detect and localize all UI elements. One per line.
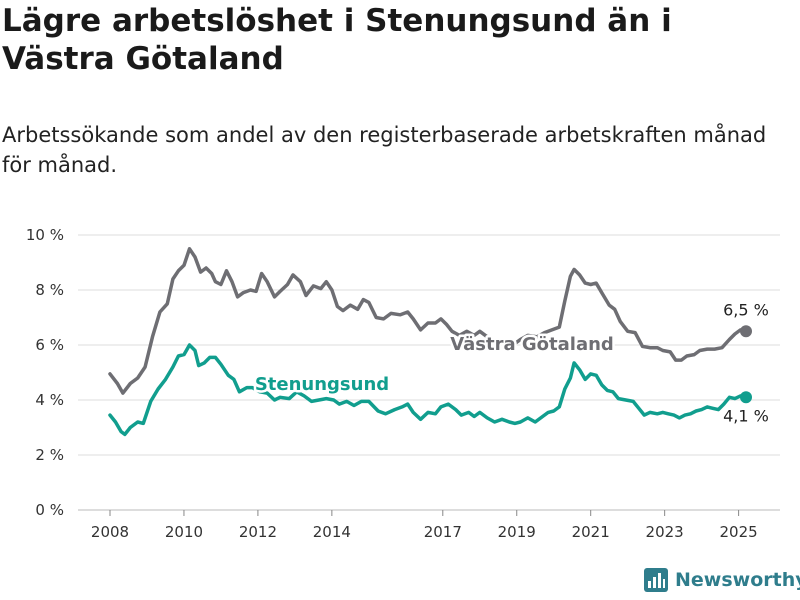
x-tick-label: 2008 — [91, 523, 129, 540]
x-tick-label: 2019 — [498, 523, 536, 540]
series-name-label: Västra Götaland — [450, 334, 614, 355]
series-labels: 6,5 % 4,1 % Västra Götaland Stenungsund — [252, 300, 769, 425]
chart-subtitle: Arbetssökande som andel av den registerb… — [2, 123, 767, 177]
series-end-label: 6,5 % — [723, 300, 769, 319]
bar-chart-icon — [644, 568, 668, 592]
brand-name: Newsworthy — [675, 569, 800, 591]
grid — [78, 234, 780, 511]
series-line-v-stra-g-taland — [108, 247, 748, 395]
series-end-label: 4,1 % — [723, 406, 769, 425]
newsworthy-logo: Newsworthy — [644, 568, 800, 592]
x-tick-label: 2023 — [646, 523, 684, 540]
line-chart: 0 % 2 % 4 % 6 % 8 % 10 % 2008 2010 2012 2014 2017… — [26, 226, 780, 540]
y-tick-label: 4 % — [35, 391, 64, 409]
series-line-stenungsund — [108, 343, 748, 437]
x-tick-label: 2021 — [572, 523, 610, 540]
y-axis: 0 % 2 % 4 % 6 % 8 % 10 % — [26, 226, 64, 519]
x-tick-label: 2014 — [313, 523, 351, 540]
series-name-label: Stenungsund — [255, 374, 389, 395]
y-tick-label: 0 % — [35, 501, 64, 519]
x-tick-label: 2017 — [424, 523, 462, 540]
chart-title: Lägre arbetslöshet i Stenungsund än i Vä… — [2, 3, 672, 77]
x-tick-label: 2010 — [165, 523, 203, 540]
y-tick-label: 2 % — [35, 446, 64, 464]
series — [108, 247, 752, 437]
y-tick-label: 10 % — [26, 226, 64, 244]
y-tick-label: 6 % — [35, 336, 64, 354]
series-end-dot-v-stra-g-taland — [740, 325, 752, 338]
y-tick-label: 8 % — [35, 281, 64, 299]
x-tick-label: 2025 — [720, 523, 758, 540]
x-axis: 2008 2010 2012 2014 2017 2019 2021 2023 2025 — [91, 510, 758, 540]
x-tick-label: 2012 — [239, 523, 277, 540]
series-end-dot-stenungsund — [740, 391, 752, 404]
